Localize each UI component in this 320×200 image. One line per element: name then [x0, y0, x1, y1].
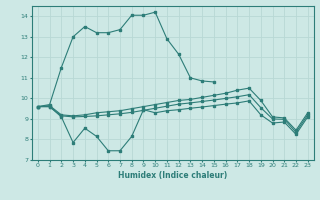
X-axis label: Humidex (Indice chaleur): Humidex (Indice chaleur) — [118, 171, 228, 180]
